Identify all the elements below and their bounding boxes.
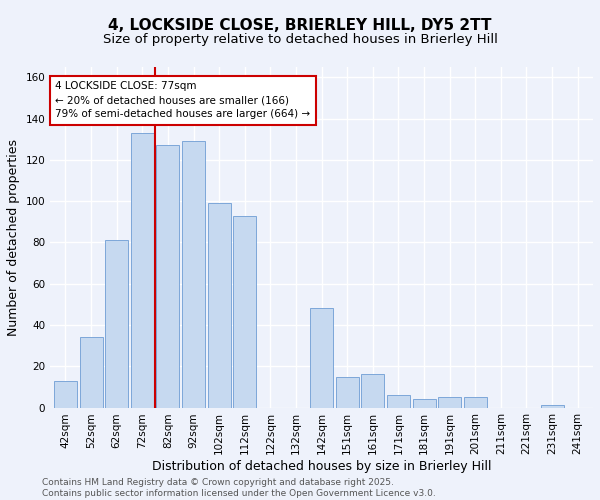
Bar bbox=[310, 308, 333, 408]
Text: 4 LOCKSIDE CLOSE: 77sqm
← 20% of detached houses are smaller (166)
79% of semi-d: 4 LOCKSIDE CLOSE: 77sqm ← 20% of detache… bbox=[55, 82, 310, 120]
Bar bbox=[105, 240, 128, 408]
Y-axis label: Number of detached properties: Number of detached properties bbox=[7, 138, 20, 336]
Bar bbox=[233, 216, 256, 408]
Bar bbox=[464, 397, 487, 407]
Text: Contains HM Land Registry data © Crown copyright and database right 2025.
Contai: Contains HM Land Registry data © Crown c… bbox=[42, 478, 436, 498]
Bar bbox=[541, 406, 563, 407]
Text: Size of property relative to detached houses in Brierley Hill: Size of property relative to detached ho… bbox=[103, 32, 497, 46]
Bar bbox=[361, 374, 385, 408]
Bar bbox=[438, 397, 461, 407]
Bar bbox=[80, 338, 103, 407]
Bar bbox=[54, 380, 77, 407]
Bar bbox=[157, 146, 179, 408]
Bar bbox=[413, 400, 436, 407]
Bar bbox=[335, 376, 359, 408]
Bar bbox=[182, 142, 205, 408]
Bar bbox=[131, 133, 154, 407]
Text: 4, LOCKSIDE CLOSE, BRIERLEY HILL, DY5 2TT: 4, LOCKSIDE CLOSE, BRIERLEY HILL, DY5 2T… bbox=[108, 18, 492, 32]
X-axis label: Distribution of detached houses by size in Brierley Hill: Distribution of detached houses by size … bbox=[152, 460, 491, 473]
Bar bbox=[208, 203, 230, 408]
Bar bbox=[387, 395, 410, 407]
